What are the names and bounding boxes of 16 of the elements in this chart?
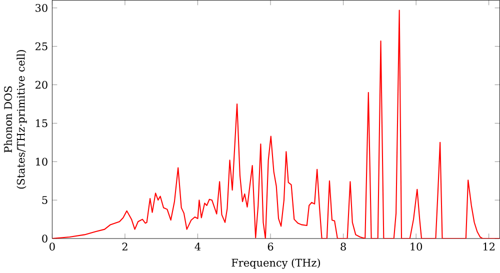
- y-tick-label: 30: [36, 4, 48, 12]
- x-tick-label: 8: [340, 242, 346, 251]
- x-tick-label: 2: [122, 242, 128, 251]
- x-axis-title: Frequency (THz): [232, 258, 320, 269]
- x-tick-label: 10: [410, 242, 422, 251]
- x-tick-label: 6: [268, 242, 274, 251]
- y-tick-label: 10: [36, 158, 48, 166]
- y-axis-title: Phonon DOS (States/THz·primitive cell): [4, 50, 27, 189]
- y-tick-label: 20: [35, 80, 48, 89]
- y-tick-label: 0: [42, 234, 48, 243]
- y-tick-label: 15: [36, 119, 48, 128]
- y-tick-label: 5: [42, 196, 48, 204]
- x-tick-label: 4: [194, 242, 201, 251]
- x-tick-label: 0: [50, 242, 55, 251]
- x-tick-label: 12: [483, 242, 494, 251]
- y-tick-label: 25: [35, 42, 48, 50]
